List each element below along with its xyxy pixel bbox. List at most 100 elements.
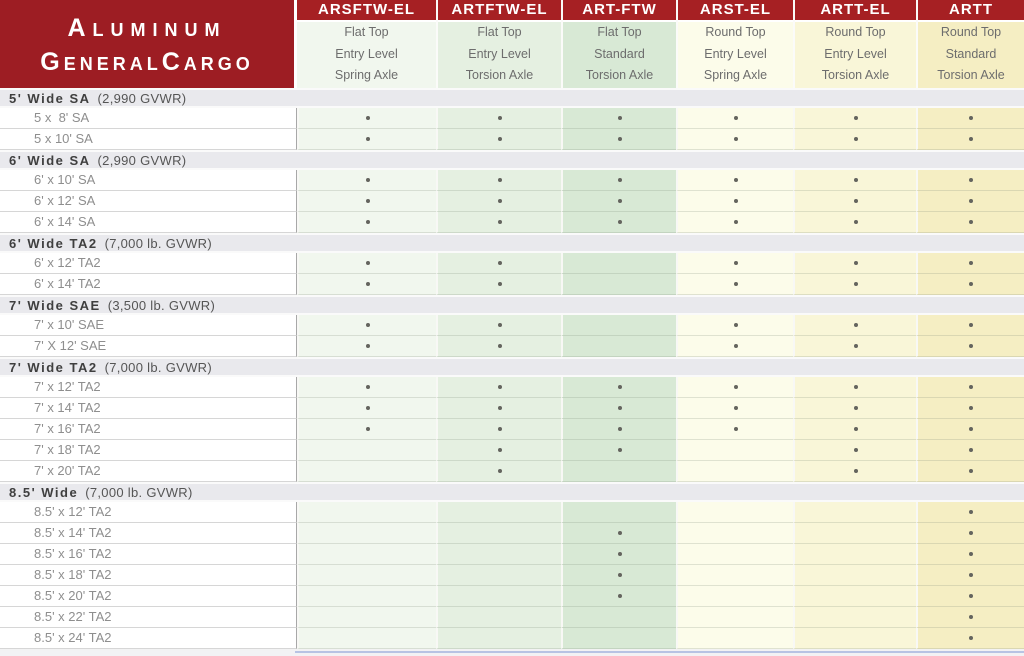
table-body: 5' Wide SA (2,990 GVWR) 5 x 8' SA 5 x 10' S…: [0, 88, 1024, 649]
availability-cell: [436, 170, 561, 191]
column-code: ARTT-EL: [795, 0, 916, 22]
availability-dot: [365, 406, 370, 410]
availability-cell: [297, 377, 436, 398]
availability-cell: [297, 129, 436, 150]
availability-dot: [617, 385, 622, 389]
table-row: 7' x 20' TA2: [0, 461, 1024, 482]
availability-dot: [969, 261, 973, 265]
availability-cell: [916, 544, 1024, 565]
table-title-line1: ALUMINUM: [0, 13, 294, 47]
axle-type-label: Torsion Axle: [937, 68, 1005, 82]
section-title: 5' Wide SA: [9, 90, 91, 106]
availability-cell: [793, 377, 916, 398]
availability-cell: [297, 336, 436, 357]
section-gvwr: (7,000 lb. GVWR): [104, 235, 212, 251]
availability-dot: [617, 116, 622, 120]
availability-dot: [365, 427, 370, 431]
availability-dot: [853, 178, 858, 182]
availability-dot: [365, 220, 370, 224]
availability-cell: [436, 440, 561, 461]
availability-cell: [561, 565, 676, 586]
availability-cell: [676, 544, 793, 565]
availability-cell: [561, 544, 676, 565]
availability-dot: [497, 282, 502, 286]
top-style-label: Flat Top: [344, 25, 389, 39]
availability-cell: [561, 523, 676, 544]
availability-cell: [297, 607, 436, 628]
table-row: 7' x 18' TA2: [0, 440, 1024, 461]
availability-cell: [793, 274, 916, 295]
availability-dot: [365, 323, 370, 327]
row-label: 8.5' x 18' TA2: [0, 565, 297, 586]
availability-dot: [617, 448, 622, 452]
availability-dot: [969, 385, 973, 389]
availability-cell: [793, 108, 916, 129]
title-text: A: [67, 14, 93, 42]
table-row: 8.5' x 18' TA2: [0, 565, 1024, 586]
column-code: ARTFTW-EL: [438, 0, 561, 22]
availability-dot: [733, 427, 738, 431]
availability-cell: [676, 212, 793, 233]
row-label: 8.5' x 16' TA2: [0, 544, 297, 565]
table-row: 5 x 8' SA: [0, 108, 1024, 129]
row-label: 7' x 20' TA2: [0, 461, 297, 482]
row-label: 6' x 12' TA2: [0, 253, 297, 274]
axle-type-label: Torsion Axle: [465, 68, 534, 82]
divider-line: [295, 651, 1024, 653]
section-title: 8.5' Wide: [9, 484, 79, 500]
availability-dot: [365, 199, 370, 203]
availability-dot: [497, 448, 502, 452]
availability-dot: [733, 323, 738, 327]
availability-cell: [561, 336, 676, 357]
availability-dot: [497, 323, 502, 327]
availability-dot: [969, 137, 973, 141]
availability-dot: [617, 199, 622, 203]
availability-dot: [617, 594, 622, 598]
availability-cell: [436, 336, 561, 357]
section-header: 7' Wide TA2 (7,000 lb. GVWR): [0, 357, 1024, 377]
availability-cell: [297, 586, 436, 607]
trim-level-label: Standard: [945, 46, 997, 61]
availability-dot: [497, 385, 502, 389]
availability-dot: [733, 385, 738, 389]
availability-dot: [733, 220, 738, 224]
column-header-artftw-el: ARTFTW-EL Flat Top Entry Level Torsion A…: [436, 0, 561, 88]
availability-cell: [297, 502, 436, 523]
availability-cell: [561, 461, 676, 482]
trim-level-label: Entry Level: [335, 46, 398, 61]
column-header-art-ftw: ART-FTW Flat Top Standard Torsion Axle: [561, 0, 676, 88]
availability-dot: [497, 261, 502, 265]
availability-cell: [297, 461, 436, 482]
availability-cell: [436, 108, 561, 129]
availability-cell: [297, 544, 436, 565]
column-header-artt: ARTT Round Top Standard Torsion Axle: [916, 0, 1024, 88]
availability-dot: [617, 406, 622, 410]
table-row: 5 x 10' SA: [0, 129, 1024, 150]
section-header: 6' Wide SA (2,990 GVWR): [0, 150, 1024, 170]
row-label: 7' x 12' TA2: [0, 377, 297, 398]
availability-cell: [793, 212, 916, 233]
availability-dot: [969, 116, 973, 120]
availability-cell: [916, 336, 1024, 357]
availability-cell: [676, 377, 793, 398]
table-row: 8.5' x 12' TA2: [0, 502, 1024, 523]
section-title: 7' Wide TA2: [9, 359, 98, 375]
availability-dot: [365, 282, 370, 286]
availability-cell: [676, 129, 793, 150]
availability-cell: [436, 607, 561, 628]
availability-cell: [916, 129, 1024, 150]
availability-cell: [916, 419, 1024, 440]
availability-dot: [365, 178, 370, 182]
availability-cell: [561, 502, 676, 523]
table-row: 8.5' x 22' TA2: [0, 607, 1024, 628]
column-header-arsftw-el: ARSFTW-EL Flat Top Entry Level Spring Ax…: [297, 0, 436, 88]
availability-cell: [676, 628, 793, 649]
availability-cell: [297, 315, 436, 336]
availability-cell: [916, 108, 1024, 129]
table-row: 7' X 12' SAE: [0, 336, 1024, 357]
row-label: 8.5' x 20' TA2: [0, 586, 297, 607]
section-header: 5' Wide SA (2,990 GVWR): [0, 88, 1024, 108]
availability-dot: [969, 323, 973, 327]
availability-dot: [969, 469, 973, 473]
